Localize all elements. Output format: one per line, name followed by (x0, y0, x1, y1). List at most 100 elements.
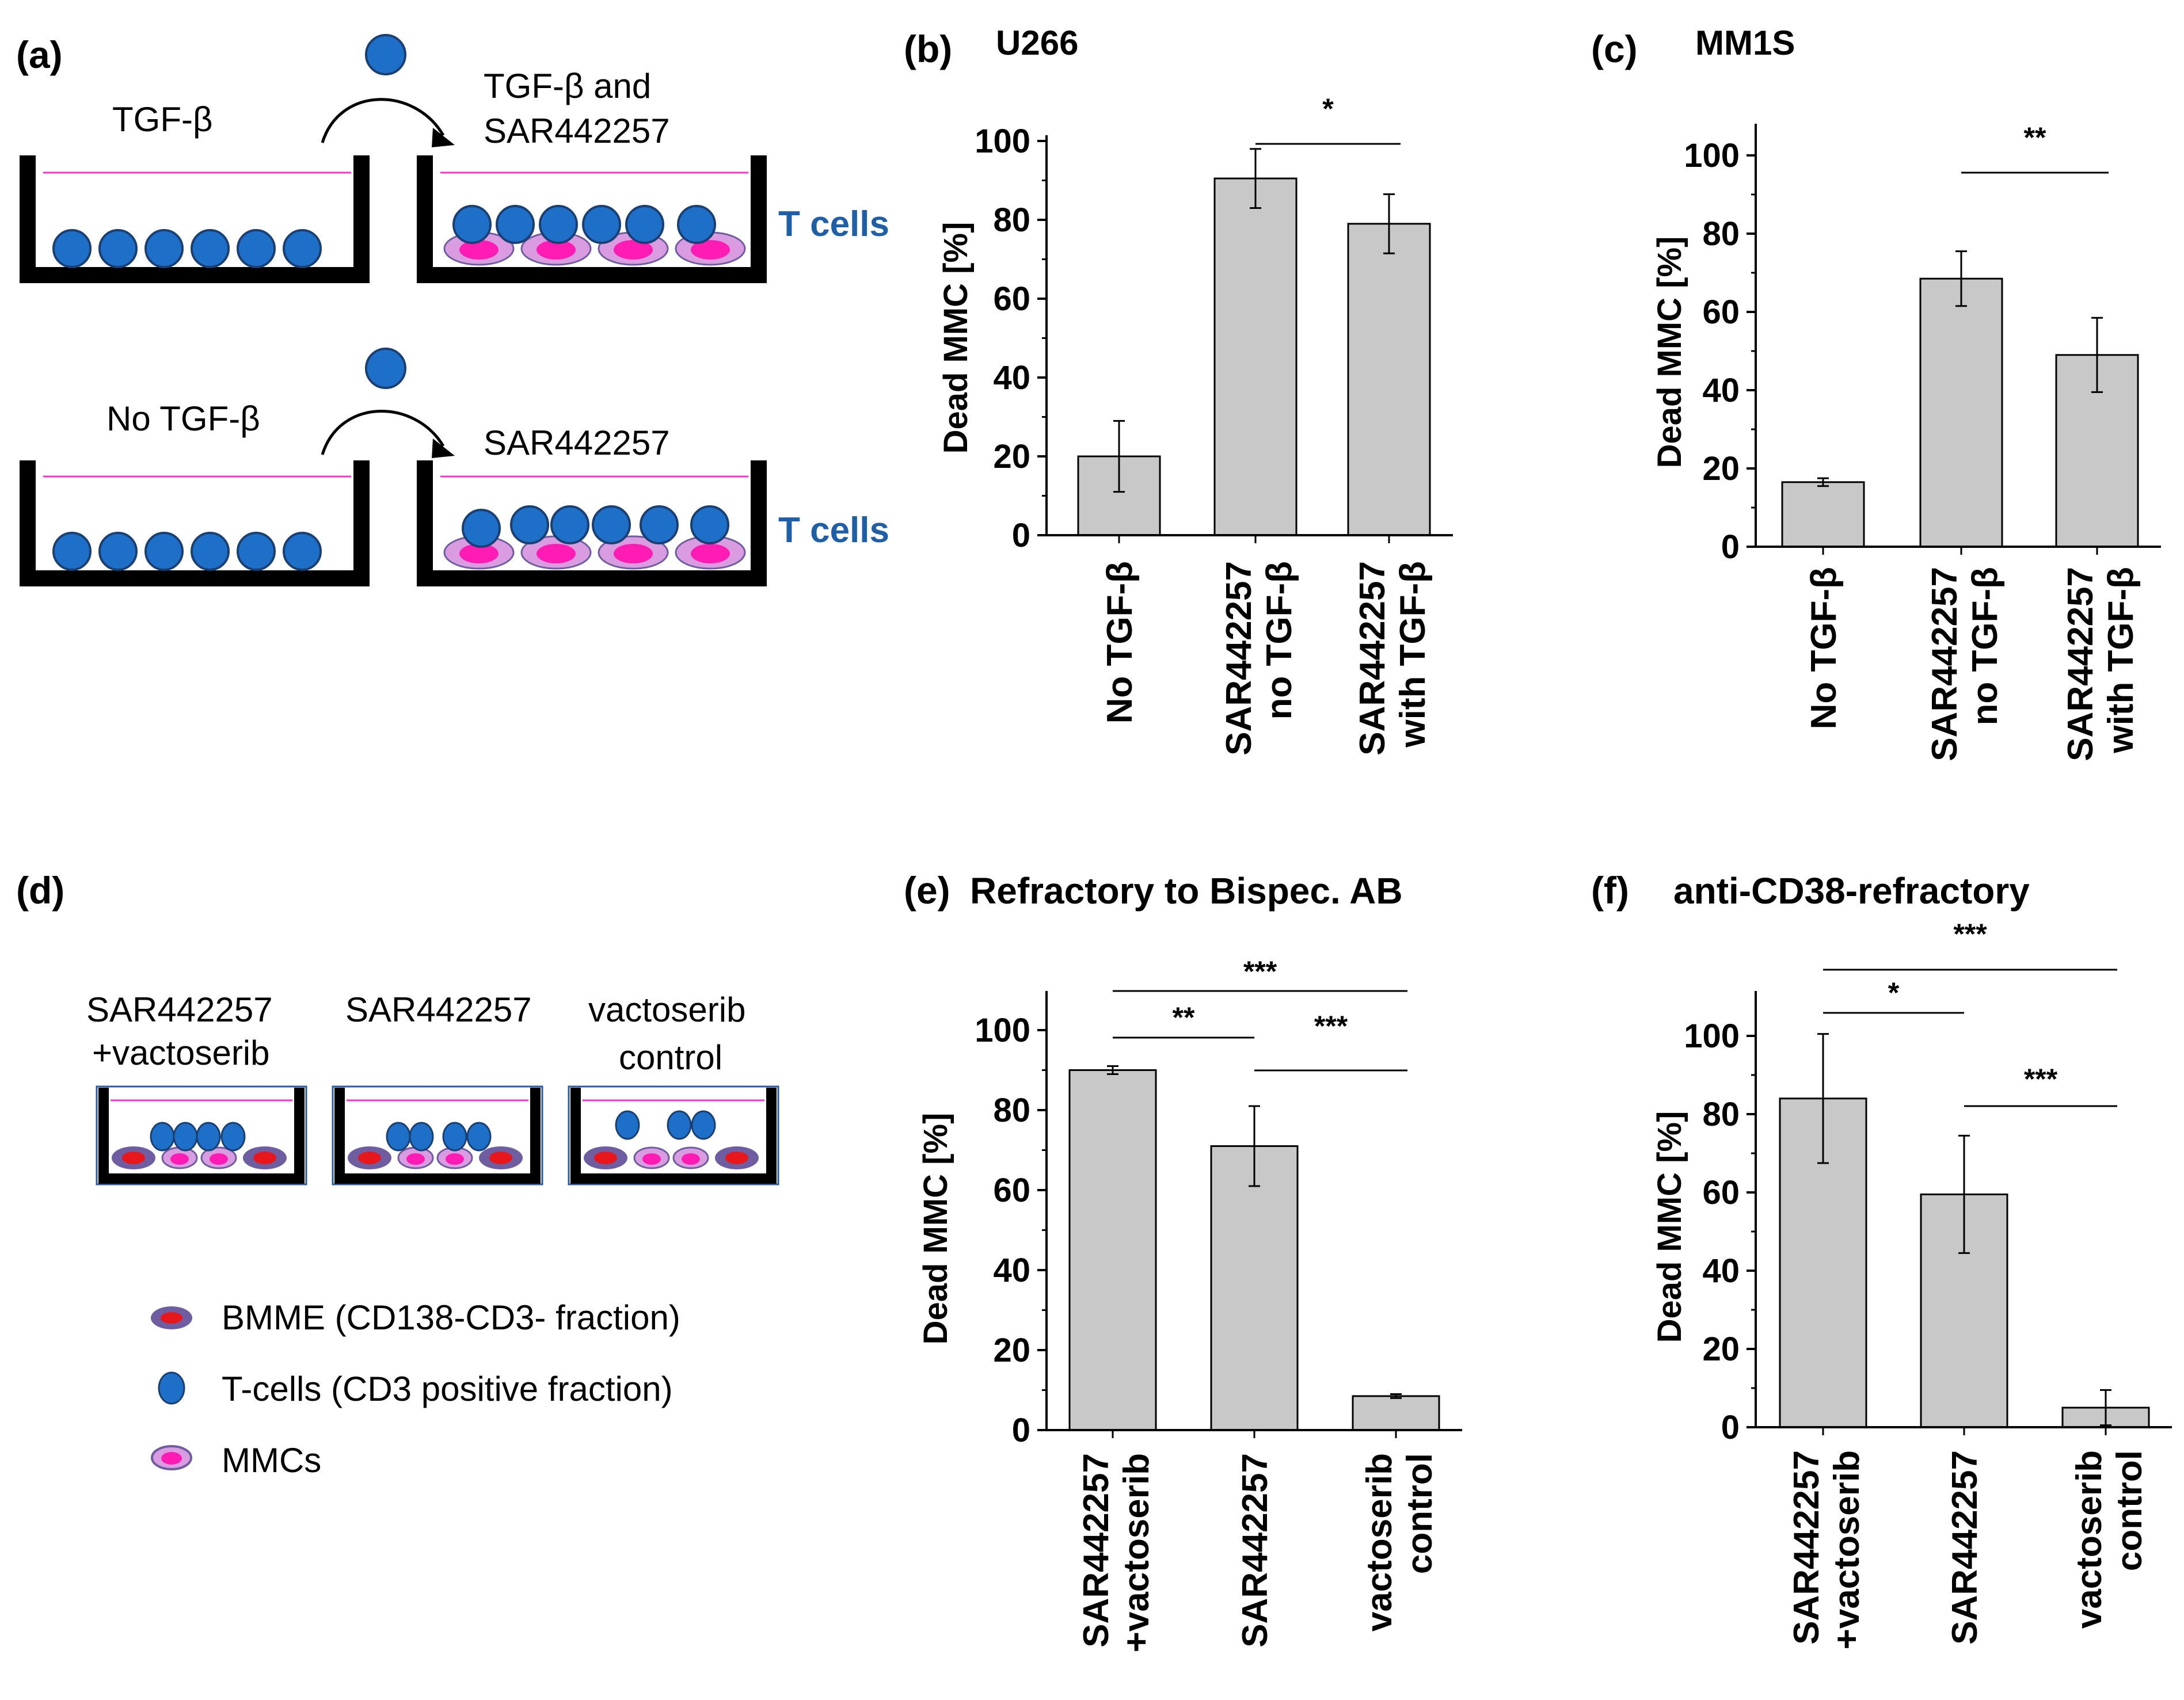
legend-tcell-label: T-cells (CD3 positive fraction) (222, 1370, 673, 1408)
panel-d-well-1 (96, 1085, 307, 1186)
y-tick-label: 80 (993, 1092, 1030, 1129)
mmc-icon (151, 1445, 192, 1470)
y-tick-label: 40 (993, 1252, 1030, 1289)
tcell-added-icon (365, 34, 406, 75)
panel-d-well-3-label-2: control (619, 1038, 722, 1077)
x-category-label: SAR442257 (2061, 567, 2101, 761)
well-top-left (20, 155, 370, 283)
x-category-label: SAR442257 (1945, 1450, 1985, 1645)
y-tick-label: 80 (993, 201, 1030, 239)
panel-a-top-right-label-2: SAR442257 (484, 112, 670, 150)
panel-d-letter: (d) (16, 869, 64, 912)
chart-panel-b: (b) U266 0 20 40 60 80 100 Dead MMC [%] No TGF-β S… (904, 24, 1453, 756)
chart-panel-c: (c) MM1S 0 20 40 60 80 100 Dead MMC [%] No TGF-β S… (1591, 24, 2161, 761)
well-bottom-left (20, 460, 370, 586)
transfer-arrow-icon (321, 98, 445, 143)
x-category-label: control (1400, 1453, 1440, 1574)
bmme-icon (151, 1306, 192, 1329)
x-category-label: vactoserib (1360, 1453, 1399, 1632)
x-category-label: no TGF-β (1260, 561, 1299, 719)
bar-c-0 (1781, 481, 1865, 548)
y-tick-label: 20 (1702, 450, 1740, 487)
chart-title-f: anti-CD38-refractory (1673, 870, 2030, 912)
bar-e-1 (1210, 1145, 1299, 1431)
y-axis-label: Dead MMC [%] (1651, 1111, 1688, 1343)
y-tick-label: 0 (1721, 528, 1740, 566)
x-category-label: +vactoserib (1117, 1453, 1156, 1652)
panel-a: (a) TGF-β TGF-β and SAR442257 (16, 33, 889, 586)
y-axis-label: Dead MMC [%] (937, 222, 975, 454)
x-category-label: No TGF-β (1804, 567, 1844, 729)
y-tick-label: 100 (975, 123, 1030, 160)
panel-a-bottom-right-label: SAR442257 (484, 424, 670, 462)
panel-e-letter: (e) (904, 869, 950, 912)
chart-title-c: MM1S (1695, 24, 1795, 62)
bar-b-2 (1347, 223, 1431, 536)
x-category-label: No TGF-β (1100, 561, 1140, 723)
panel-a-letter: (a) (16, 33, 63, 76)
chart-panel-e: (e) Refractory to Bispec. AB 0 20 40 60 80 100 D… (904, 869, 1462, 1652)
panel-d-legend: BMME (CD138-CD3- fraction) T-cells (CD3 … (151, 1298, 680, 1480)
panel-d-well-3-label-1: vactoserib (588, 990, 745, 1029)
x-category-label: SAR442257 (1925, 567, 1965, 761)
y-tick-label: 40 (1702, 372, 1740, 409)
panel-d-well-1-label-2: +vactoserib (92, 1034, 270, 1072)
panel-c-letter: (c) (1591, 28, 1638, 70)
panel-a-bottom-left-label: No TGF-β (106, 399, 260, 438)
significance-label: ** (2024, 121, 2046, 154)
y-tick-label: 60 (1702, 1174, 1740, 1211)
y-tick-label: 80 (1702, 1096, 1740, 1133)
x-category-label: no TGF-β (1965, 567, 2005, 725)
significance-label: ** (1173, 1001, 1195, 1034)
significance-label: *** (1953, 918, 1987, 950)
x-category-label: SAR442257 (1353, 561, 1392, 756)
bar-b-1 (1213, 177, 1298, 536)
x-category-label: SAR442257 (1235, 1453, 1275, 1648)
y-tick-label: 0 (1721, 1409, 1740, 1446)
legend-bmme-label: BMME (CD138-CD3- fraction) (222, 1298, 680, 1337)
y-tick-label: 20 (993, 438, 1030, 475)
x-category-label: SAR442257 (1787, 1450, 1827, 1645)
y-tick-label: 20 (993, 1332, 1030, 1369)
well-bottom-right (417, 460, 767, 586)
panel-a-bottom-tcells-label: T cells (778, 510, 889, 550)
panel-d-well-3 (568, 1085, 779, 1186)
chart-title-e: Refractory to Bispec. AB (970, 870, 1403, 912)
significance-label: * (1888, 977, 1900, 1009)
y-tick-label: 80 (1702, 215, 1740, 253)
significance-label: *** (2024, 1063, 2058, 1095)
y-tick-label: 0 (1012, 1412, 1030, 1449)
y-tick-label: 100 (1684, 1017, 1740, 1055)
significance-label: *** (1243, 955, 1277, 988)
x-category-label: with TGF-β (2101, 567, 2141, 754)
well-top-right (417, 155, 767, 283)
panel-a-top-left-label: TGF-β (112, 100, 212, 139)
significance-label: * (1322, 93, 1334, 125)
panel-a-top-right-label-1: TGF-β and (484, 67, 651, 105)
y-tick-label: 40 (993, 359, 1030, 397)
y-tick-label: 100 (1684, 137, 1740, 174)
x-category-label: SAR442257 (1076, 1453, 1116, 1648)
legend-mmc-label: MMCs (222, 1441, 321, 1480)
panel-a-top-tcells-label: T cells (778, 204, 889, 244)
panel-d-well-2 (332, 1085, 543, 1186)
y-tick-label: 0 (1012, 517, 1030, 554)
y-tick-label: 60 (1702, 294, 1740, 331)
panel-d-well-1-label-1: SAR442257 (86, 990, 273, 1029)
y-tick-label: 40 (1702, 1252, 1740, 1290)
y-axis-label: Dead MMC [%] (1651, 237, 1688, 468)
bar-c-1 (1919, 277, 2003, 548)
panel-d: (d) SAR442257 +vactoserib SAR442257 vact… (16, 869, 779, 1480)
y-tick-label: 60 (993, 1172, 1030, 1209)
significance-label: *** (1314, 1010, 1348, 1042)
tcell-added-icon (365, 348, 406, 389)
x-category-label: SAR442257 (1219, 561, 1259, 756)
panel-f-letter: (f) (1591, 869, 1629, 912)
x-category-label: vactoserib (2069, 1450, 2109, 1629)
y-axis-label: Dead MMC [%] (917, 1113, 954, 1345)
panel-d-well-2-label-1: SAR442257 (345, 990, 532, 1029)
transfer-arrow-head-icon (432, 128, 455, 147)
chart-title-b: U266 (996, 24, 1078, 62)
tcell-icon (158, 1371, 185, 1405)
